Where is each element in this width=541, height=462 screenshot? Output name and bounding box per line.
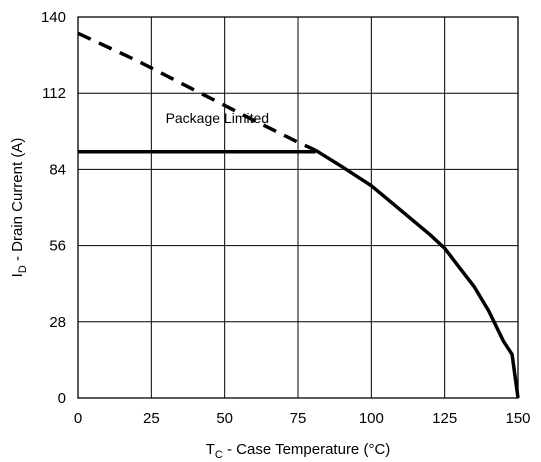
annotations: Package Limited xyxy=(166,110,270,126)
y-tick-label: 56 xyxy=(49,238,66,255)
y-tick-labels: 0 28 56 84 112 140 xyxy=(41,9,66,407)
x-tick-label: 150 xyxy=(505,410,530,427)
y-tick-label: 28 xyxy=(49,314,66,331)
x-tick-labels: 0 25 50 75 100 125 150 xyxy=(74,410,531,427)
series-line-2 xyxy=(314,148,520,399)
x-tick-label: 0 xyxy=(74,410,82,427)
grid xyxy=(77,16,519,399)
y-tick-label: 112 xyxy=(42,85,66,102)
annotation-package-limited: Package Limited xyxy=(166,110,270,126)
series-line-1 xyxy=(77,31,317,152)
x-axis-label: TC - Case Temperature (°C) xyxy=(206,441,391,461)
series-group xyxy=(77,31,520,399)
y-tick-label: 84 xyxy=(49,161,66,178)
x-tick-label: 50 xyxy=(216,410,233,427)
x-tick-label: 75 xyxy=(290,410,307,427)
y-tick-label: 140 xyxy=(41,9,66,26)
y-tick-label: 0 xyxy=(58,390,66,407)
x-tick-label: 100 xyxy=(359,410,384,427)
plot-frame xyxy=(77,16,519,399)
x-tick-label: 25 xyxy=(143,410,160,427)
x-tick-label: 125 xyxy=(432,410,457,427)
y-axis-label: ID - Drain Current (A) xyxy=(9,138,29,278)
